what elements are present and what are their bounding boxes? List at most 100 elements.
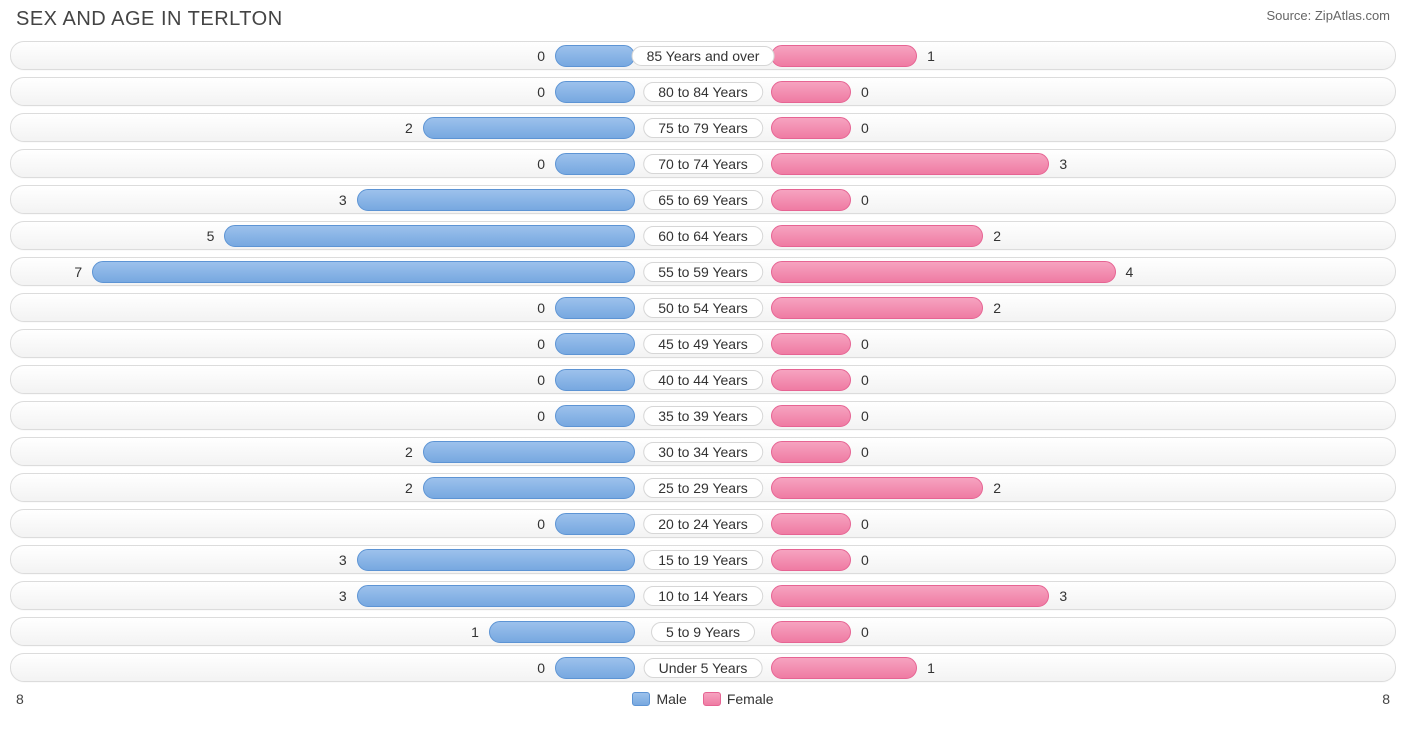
age-row: 0 0 20 to 24 Years	[10, 509, 1396, 538]
female-value: 0	[861, 408, 869, 424]
age-row: 1 0 5 to 9 Years	[10, 617, 1396, 646]
legend-female: Female	[703, 691, 774, 707]
male-bar	[555, 297, 635, 319]
female-value: 0	[861, 336, 869, 352]
age-row: 5260 to 64 Years	[10, 221, 1396, 250]
male-bar	[224, 225, 635, 247]
male-value: 0	[537, 660, 545, 676]
female-bar	[771, 297, 983, 319]
age-row: 7455 to 59 Years	[10, 257, 1396, 286]
age-label: Under 5 Years	[644, 658, 763, 678]
female-bar	[771, 45, 917, 67]
female-value: 1	[927, 48, 935, 64]
age-row: 3015 to 19 Years	[10, 545, 1396, 574]
age-row: 2 2 25 to 29 Years	[10, 473, 1396, 502]
female-value: 2	[993, 480, 1001, 496]
female-bar	[771, 621, 851, 643]
female-swatch-icon	[703, 692, 721, 706]
male-value: 0	[537, 336, 545, 352]
age-label: 85 Years and over	[632, 46, 775, 66]
chart-header: SEX AND AGE IN TERLTON Source: ZipAtlas.…	[10, 8, 1396, 41]
male-bar	[555, 513, 635, 535]
age-label: 65 to 69 Years	[643, 190, 763, 210]
male-value: 7	[74, 264, 82, 280]
female-value: 0	[861, 192, 869, 208]
male-bar	[357, 549, 635, 571]
male-value: 2	[405, 120, 413, 136]
male-value: 3	[339, 588, 347, 604]
male-value: 0	[537, 84, 545, 100]
female-bar	[771, 333, 851, 355]
male-bar	[555, 81, 635, 103]
male-value: 0	[537, 156, 545, 172]
age-label: 15 to 19 Years	[643, 550, 763, 570]
female-bar	[771, 189, 851, 211]
age-row: 3310 to 14 Years	[10, 581, 1396, 610]
age-label: 70 to 74 Years	[643, 154, 763, 174]
age-row: 0 0 80 to 84 Years	[10, 77, 1396, 106]
female-value: 2	[993, 228, 1001, 244]
female-bar	[771, 549, 851, 571]
male-value: 2	[405, 480, 413, 496]
male-value: 0	[537, 516, 545, 532]
male-bar	[555, 153, 635, 175]
age-label: 75 to 79 Years	[643, 118, 763, 138]
female-value: 0	[861, 120, 869, 136]
male-swatch-icon	[632, 692, 650, 706]
legend-male: Male	[632, 691, 686, 707]
male-value: 0	[537, 48, 545, 64]
age-row: 2 0 75 to 79 Years	[10, 113, 1396, 142]
female-value: 0	[861, 444, 869, 460]
age-label: 20 to 24 Years	[643, 514, 763, 534]
female-value: 0	[861, 516, 869, 532]
female-bar	[771, 369, 851, 391]
male-value: 0	[537, 300, 545, 316]
female-value: 3	[1059, 156, 1067, 172]
age-label: 45 to 49 Years	[643, 334, 763, 354]
female-bar	[771, 657, 917, 679]
female-bar	[771, 225, 983, 247]
male-bar	[423, 441, 635, 463]
female-bar	[771, 261, 1116, 283]
male-value: 3	[339, 192, 347, 208]
female-bar	[771, 441, 851, 463]
age-row: 2030 to 34 Years	[10, 437, 1396, 466]
male-bar	[357, 585, 635, 607]
male-value: 3	[339, 552, 347, 568]
female-bar	[771, 477, 983, 499]
age-row: 0 1 Under 5 Years	[10, 653, 1396, 682]
female-value: 3	[1059, 588, 1067, 604]
male-bar	[555, 369, 635, 391]
age-label: 25 to 29 Years	[643, 478, 763, 498]
axis-max-right: 8	[1382, 691, 1390, 707]
age-row: 0035 to 39 Years	[10, 401, 1396, 430]
legend-female-label: Female	[727, 691, 774, 707]
legend-male-label: Male	[656, 691, 686, 707]
female-value: 1	[927, 660, 935, 676]
age-label: 80 to 84 Years	[643, 82, 763, 102]
chart-rows: 0185 Years and over0080 to 84 Years2075 …	[10, 41, 1396, 682]
male-bar	[423, 477, 635, 499]
age-row: 0040 to 44 Years	[10, 365, 1396, 394]
pyramid-chart: SEX AND AGE IN TERLTON Source: ZipAtlas.…	[0, 0, 1406, 720]
female-value: 0	[861, 624, 869, 640]
male-bar	[423, 117, 635, 139]
chart-title: SEX AND AGE IN TERLTON	[16, 8, 283, 31]
male-bar	[357, 189, 635, 211]
age-label: 5 to 9 Years	[651, 622, 755, 642]
age-row: 0 1 85 Years and over	[10, 41, 1396, 70]
female-bar	[771, 405, 851, 427]
male-bar	[555, 657, 635, 679]
male-value: 0	[537, 372, 545, 388]
female-bar	[771, 153, 1049, 175]
age-label: 40 to 44 Years	[643, 370, 763, 390]
female-bar	[771, 513, 851, 535]
female-bar	[771, 81, 851, 103]
age-label: 30 to 34 Years	[643, 442, 763, 462]
female-value: 0	[861, 84, 869, 100]
chart-footer: 8 Male Female 8	[10, 688, 1396, 710]
age-row: 0250 to 54 Years	[10, 293, 1396, 322]
age-row: 3 0 65 to 69 Years	[10, 185, 1396, 214]
age-row: 0 3 70 to 74 Years	[10, 149, 1396, 178]
male-value: 1	[471, 624, 479, 640]
